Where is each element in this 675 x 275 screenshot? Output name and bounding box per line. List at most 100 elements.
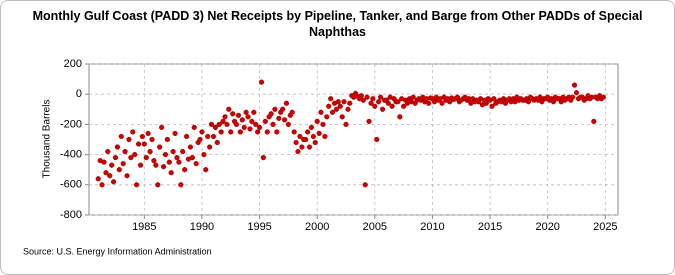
point: [251, 109, 257, 115]
point: [281, 117, 288, 123]
point: [335, 99, 341, 105]
point: [199, 129, 205, 135]
point: [162, 152, 169, 158]
point: [308, 124, 315, 131]
point: [103, 170, 109, 176]
point: [239, 117, 245, 123]
point: [483, 100, 489, 106]
point: [253, 121, 259, 128]
point: [189, 155, 195, 161]
point: [397, 114, 403, 120]
point: [379, 106, 386, 112]
point: [95, 176, 101, 182]
point: [235, 112, 242, 118]
point: [328, 96, 334, 102]
point: [345, 106, 351, 112]
point: [176, 159, 182, 165]
point: [147, 148, 153, 155]
point: [135, 141, 142, 147]
point: [230, 111, 236, 117]
point: [201, 152, 207, 158]
point: [101, 159, 107, 165]
point: [249, 118, 255, 124]
point: [337, 103, 343, 109]
chart-title: Monthly Gulf Coast (PADD 3) Net Receipts…: [32, 9, 643, 39]
point: [191, 124, 197, 131]
point: [214, 139, 220, 146]
point: [143, 155, 149, 161]
point: [256, 124, 263, 131]
point: [187, 144, 194, 150]
point: [237, 129, 243, 135]
point: [205, 133, 211, 140]
point: [107, 173, 113, 179]
point: [105, 148, 111, 155]
x-tick-label: 2005: [363, 221, 387, 233]
point: [454, 94, 461, 100]
point: [316, 130, 322, 137]
point: [306, 144, 313, 150]
plot-area: [88, 63, 619, 216]
point: [318, 109, 324, 115]
y-tick-label: -200: [60, 118, 82, 130]
point: [333, 106, 340, 112]
point: [291, 129, 297, 135]
point: [160, 164, 167, 170]
point: [395, 99, 401, 105]
point: [137, 162, 144, 168]
point: [297, 133, 303, 140]
point: [145, 130, 151, 137]
point: [114, 144, 121, 150]
point: [149, 136, 155, 143]
x-tick-label: 2015: [478, 221, 502, 233]
point: [260, 155, 266, 161]
x-tick-label: 1990: [190, 221, 214, 233]
point: [285, 121, 291, 128]
point: [274, 129, 280, 135]
point: [280, 106, 286, 112]
point: [329, 109, 336, 115]
point: [109, 162, 115, 168]
point: [172, 130, 178, 137]
point: [320, 121, 326, 128]
point: [228, 129, 234, 135]
point: [126, 136, 132, 143]
point: [276, 115, 282, 121]
point: [99, 182, 105, 188]
point: [295, 148, 301, 155]
point: [310, 133, 316, 140]
point: [130, 129, 136, 135]
point: [341, 99, 347, 105]
x-tick-label: 2000: [305, 221, 329, 233]
point: [168, 170, 174, 176]
point: [324, 114, 330, 120]
point: [303, 136, 309, 143]
point: [170, 148, 176, 155]
point: [389, 103, 395, 109]
y-tick-label: -600: [60, 179, 82, 191]
point: [591, 118, 597, 124]
point: [377, 94, 384, 100]
point: [178, 182, 184, 188]
point: [571, 82, 578, 88]
point: [364, 94, 370, 100]
point: [573, 90, 580, 96]
point: [255, 129, 261, 135]
point: [525, 99, 532, 105]
point: [339, 114, 345, 120]
point: [124, 173, 130, 179]
x-tick-label: 2025: [593, 221, 617, 233]
point: [264, 129, 270, 135]
point: [132, 152, 138, 158]
point: [372, 103, 378, 109]
point: [153, 162, 159, 168]
point: [151, 158, 157, 164]
point: [262, 118, 268, 124]
point: [233, 121, 240, 128]
point: [326, 103, 332, 109]
point: [376, 99, 382, 105]
point: [208, 121, 215, 128]
point: [368, 100, 374, 106]
point: [155, 182, 161, 188]
point: [184, 133, 190, 140]
